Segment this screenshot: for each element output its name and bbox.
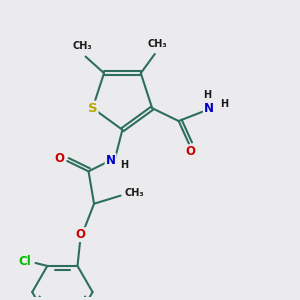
Text: N: N (204, 102, 214, 116)
Text: H: H (203, 90, 211, 100)
Text: O: O (186, 146, 196, 158)
Text: Cl: Cl (18, 255, 31, 268)
Text: CH₃: CH₃ (73, 41, 92, 51)
Text: N: N (106, 154, 116, 167)
Text: O: O (76, 228, 86, 241)
Text: O: O (54, 152, 64, 165)
Text: CH₃: CH₃ (125, 188, 144, 198)
Text: H: H (220, 99, 228, 109)
Text: CH₃: CH₃ (148, 39, 167, 49)
Text: H: H (120, 160, 128, 170)
Text: S: S (88, 102, 98, 115)
